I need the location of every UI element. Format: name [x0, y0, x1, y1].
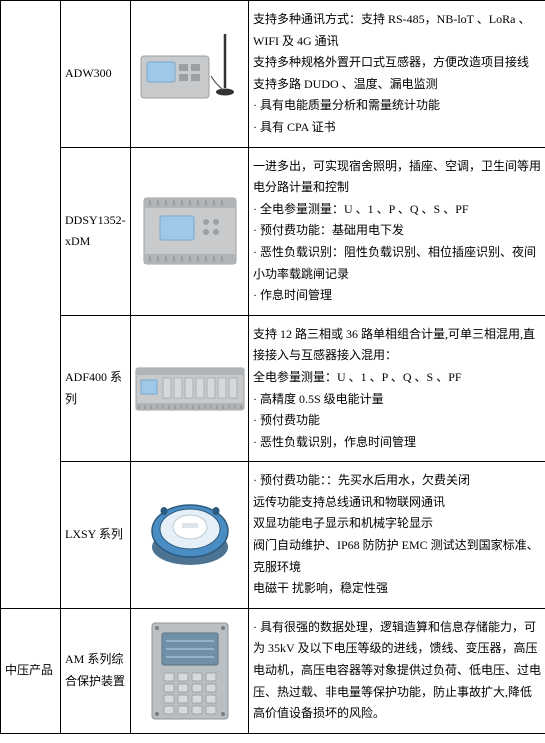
description-line: · 恶性负载识别：阻性负载识别、相位插座识别、夜间小功率载跳闸记录 — [253, 242, 541, 285]
product-row: DDSY1352-xDM 一进多出，可实现宿舍照明，插座、空调，卫生间等用电分路… — [1, 147, 545, 315]
product-description: 支持 12 路三相或 36 路单相组合计量,可单三相混用,直接接入与互感器接入混… — [249, 315, 545, 462]
product-row: LXSY 系列 · 预付费功能：：先买水后用水，欠费关闭远传功能支持总线通讯和物… — [1, 462, 545, 609]
product-image — [131, 608, 249, 733]
description-line: 全电参量测量：U 、1 、P 、Q 、S 、PF — [253, 367, 541, 389]
lxsy-device-icon — [142, 491, 238, 579]
description-line: 支持多路 DUDO 、温度、漏电监测 — [253, 74, 541, 96]
description-line: 支持多种规格外置开口式互感器，方便改造项目接线 — [253, 52, 541, 74]
am-device-icon — [142, 617, 238, 725]
product-description: · 预付费功能：：先买水后用水，欠费关闭远传功能支持总线通讯和物联网通讯双显功能… — [249, 462, 545, 609]
description-line: · 具有电能质量分析和需量统计功能 — [253, 95, 541, 117]
description-line: 双显功能电子显示和机械字轮显示 — [253, 513, 541, 535]
product-row: ADF400 系列 支持 12 路三相或 36 路单相组合计量,可单三相混用,直… — [1, 315, 545, 462]
adw300-device-icon — [135, 28, 245, 120]
description-line: · 作息时间管理 — [253, 285, 541, 307]
product-image — [131, 147, 249, 315]
description-line: 电磁干 扰影响，稳定性强 — [253, 578, 541, 600]
product-name: AM 系列综合保护装置 — [61, 608, 131, 733]
product-description: 支持多种通讯方式：支持 RS-485，NB-loT 、LoRa 、WIFI 及 … — [249, 1, 545, 148]
product-name: ADF400 系列 — [61, 315, 131, 462]
description-line: · 预付费功能 — [253, 410, 541, 432]
adf400-device-icon — [133, 356, 247, 422]
description-line: · 高精度 0.5S 级电能计量 — [253, 389, 541, 411]
product-image — [131, 315, 249, 462]
product-image — [131, 462, 249, 609]
description-line: 远传功能支持总线通讯和物联网通讯 — [253, 492, 541, 514]
description-line: 支持 12 路三相或 36 路单相组合计量,可单三相混用,直接接入与互感器接入混… — [253, 324, 541, 367]
description-line: 支持多种通讯方式：支持 RS-485，NB-loT 、LoRa 、WIFI 及 … — [253, 9, 541, 52]
description-line: · 具有 CPA 证书 — [253, 117, 541, 139]
description-line: · 全电参量测量：U 、1 、P 、Q 、S 、PF — [253, 199, 541, 221]
product-name: DDSY1352-xDM — [61, 147, 131, 315]
product-image — [131, 1, 249, 148]
category-cell: 中压产品 — [1, 608, 61, 733]
description-line: · 预付费功能：基础用电下发 — [253, 220, 541, 242]
product-description: 一进多出，可实现宿舍照明，插座、空调，卫生间等用电分路计量和控制· 全电参量测量… — [249, 147, 545, 315]
product-description: · 具有很强的数据处理，逻辑造算和信息存储能力，可为 35kV 及以下电压等级的… — [249, 608, 545, 733]
description-line: 一进多出，可实现宿舍照明，插座、空调，卫生间等用电分路计量和控制 — [253, 156, 541, 199]
description-line: · 预付费功能：：先买水后用水，欠费关闭 — [253, 470, 541, 492]
product-name: LXSY 系列 — [61, 462, 131, 609]
description-line: · 恶性负载识别，作息时间管理 — [253, 432, 541, 454]
ddsy-device-icon — [136, 188, 244, 274]
description-line: 阀门自动维护、IP68 防防护 EMC 测试达到国家标准、克服环境 — [253, 535, 541, 578]
category-cell — [1, 1, 61, 609]
product-table: ADW300 支持多种通讯方式：支持 RS-485，NB-loT 、LoRa 、… — [0, 0, 545, 734]
product-name: ADW300 — [61, 1, 131, 148]
product-row: ADW300 支持多种通讯方式：支持 RS-485，NB-loT 、LoRa 、… — [1, 1, 545, 148]
product-row: 中压产品AM 系列综合保护装置 · 具有很强的数据处理，逻辑造算和信息存储能力，… — [1, 608, 545, 733]
description-line: · 具有很强的数据处理，逻辑造算和信息存储能力，可为 35kV 及以下电压等级的… — [253, 617, 541, 725]
